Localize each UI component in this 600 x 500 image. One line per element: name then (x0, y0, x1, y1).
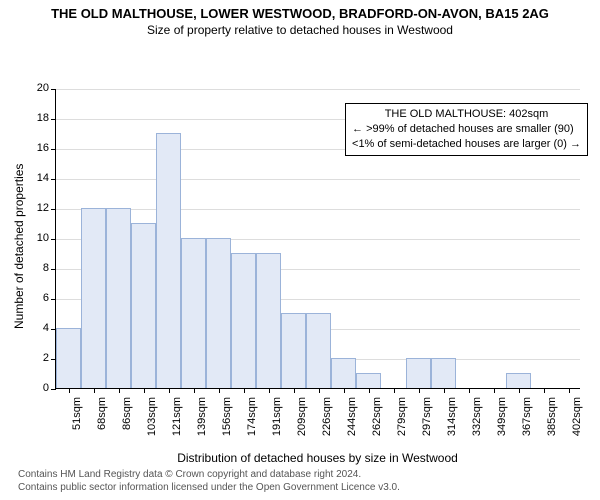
xtick-label: 332sqm (471, 397, 483, 447)
xtick-label: 244sqm (346, 397, 358, 447)
ytick-label: 8 (27, 262, 49, 274)
xtick-label: 209sqm (296, 397, 308, 447)
ytick-label: 14 (27, 172, 49, 184)
annotation-line: ← >99% of detached houses are smaller (9… (352, 122, 581, 137)
xtick-mark (144, 388, 145, 393)
xtick-label: 156sqm (221, 397, 233, 447)
xtick-mark (344, 388, 345, 393)
histogram-bar (256, 253, 281, 388)
annotation-line: <1% of semi-detached houses are larger (… (352, 137, 581, 152)
xtick-mark (244, 388, 245, 393)
ytick-label: 16 (27, 142, 49, 154)
xtick-mark (294, 388, 295, 393)
xtick-label: 174sqm (246, 397, 258, 447)
xtick-mark (169, 388, 170, 393)
xtick-mark (269, 388, 270, 393)
xtick-label: 279sqm (396, 397, 408, 447)
histogram-bar (231, 253, 256, 388)
annotation-box: THE OLD MALTHOUSE: 402sqm← >99% of detac… (345, 103, 588, 156)
histogram-bar (431, 358, 456, 388)
y-axis-label: Number of detached properties (12, 164, 26, 329)
xtick-label: 402sqm (571, 397, 583, 447)
gridline (56, 179, 580, 180)
x-axis-label: Distribution of detached houses by size … (55, 451, 580, 465)
ytick-mark (51, 389, 56, 390)
histogram-bar (406, 358, 431, 388)
xtick-mark (194, 388, 195, 393)
annotation-line: THE OLD MALTHOUSE: 402sqm (352, 107, 581, 122)
xtick-label: 297sqm (421, 397, 433, 447)
gridline (56, 89, 580, 90)
histogram-bar (81, 208, 106, 388)
page-subtitle: Size of property relative to detached ho… (0, 21, 600, 37)
page-title: THE OLD MALTHOUSE, LOWER WESTWOOD, BRADF… (0, 0, 600, 21)
gridline (56, 209, 580, 210)
histogram-bar (281, 313, 306, 388)
ytick-mark (51, 209, 56, 210)
ytick-label: 10 (27, 232, 49, 244)
xtick-mark (319, 388, 320, 393)
ytick-mark (51, 269, 56, 270)
xtick-mark (494, 388, 495, 393)
xtick-label: 385sqm (546, 397, 558, 447)
footer-attribution: Contains HM Land Registry data © Crown c… (18, 468, 400, 494)
histogram-bar (106, 208, 131, 388)
xtick-label: 349sqm (496, 397, 508, 447)
ytick-mark (51, 149, 56, 150)
xtick-label: 226sqm (321, 397, 333, 447)
ytick-mark (51, 89, 56, 90)
footer-line2: Contains public sector information licen… (18, 481, 400, 494)
histogram-bar (56, 328, 81, 388)
xtick-mark (569, 388, 570, 393)
histogram-bar (206, 238, 231, 388)
xtick-mark (94, 388, 95, 393)
xtick-mark (219, 388, 220, 393)
ytick-label: 18 (27, 112, 49, 124)
xtick-mark (419, 388, 420, 393)
ytick-label: 12 (27, 202, 49, 214)
ytick-label: 6 (27, 292, 49, 304)
histogram-bar (306, 313, 331, 388)
xtick-mark (544, 388, 545, 393)
footer-line1: Contains HM Land Registry data © Crown c… (18, 468, 400, 481)
xtick-label: 139sqm (196, 397, 208, 447)
xtick-label: 103sqm (146, 397, 158, 447)
xtick-mark (519, 388, 520, 393)
histogram-bar (181, 238, 206, 388)
xtick-label: 51sqm (71, 397, 83, 447)
xtick-label: 191sqm (271, 397, 283, 447)
xtick-mark (119, 388, 120, 393)
ytick-label: 4 (27, 322, 49, 334)
ytick-mark (51, 239, 56, 240)
histogram-bar (356, 373, 381, 388)
histogram-bar (156, 133, 181, 388)
ytick-label: 0 (27, 382, 49, 394)
xtick-label: 314sqm (446, 397, 458, 447)
histogram-bar (506, 373, 531, 388)
histogram-bar (131, 223, 156, 388)
histogram-bar (331, 358, 356, 388)
xtick-label: 262sqm (371, 397, 383, 447)
xtick-mark (469, 388, 470, 393)
xtick-mark (69, 388, 70, 393)
ytick-mark (51, 119, 56, 120)
xtick-mark (394, 388, 395, 393)
xtick-label: 121sqm (171, 397, 183, 447)
ytick-mark (51, 299, 56, 300)
ytick-label: 20 (27, 82, 49, 94)
xtick-label: 68sqm (96, 397, 108, 447)
xtick-label: 367sqm (521, 397, 533, 447)
xtick-label: 86sqm (121, 397, 133, 447)
ytick-label: 2 (27, 352, 49, 364)
xtick-mark (444, 388, 445, 393)
xtick-mark (369, 388, 370, 393)
ytick-mark (51, 179, 56, 180)
